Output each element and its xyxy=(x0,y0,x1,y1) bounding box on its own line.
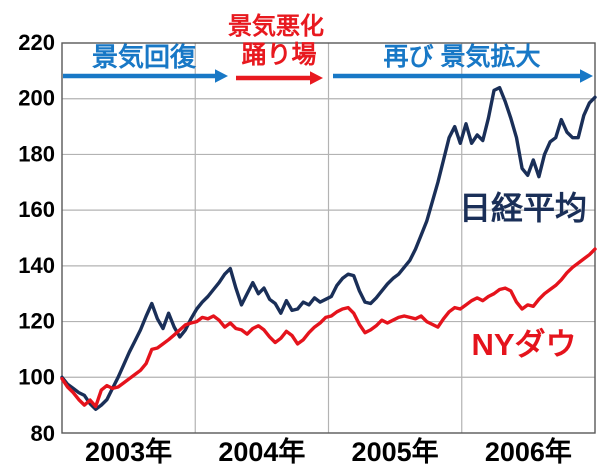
y-tick-160: 160 xyxy=(18,197,55,222)
phase-annotations: 景気回復 景気悪化 踊り場 再び 景気拡大 xyxy=(92,12,540,72)
y-tick-140: 140 xyxy=(18,253,55,278)
series-inline-labels: 日経平均 NYダウ xyxy=(459,190,587,362)
annotation-odoriba: 踊り場 xyxy=(241,41,316,69)
phase-arrow-head-1 xyxy=(310,71,323,85)
phase-arrow-head-0 xyxy=(215,69,228,83)
annotation-keiki-akka: 景気悪化 xyxy=(228,12,324,40)
x-label-2005: 2005年 xyxy=(352,436,439,467)
nydow-series-label: NYダウ xyxy=(471,327,576,362)
x-label-2004: 2004年 xyxy=(218,436,305,467)
y-tick-100: 100 xyxy=(18,364,55,389)
plot-border xyxy=(61,42,596,434)
x-label-2006: 2006年 xyxy=(485,436,572,467)
y-axis-tick-labels: 220 200 180 160 140 120 100 80 xyxy=(18,30,55,446)
phase-arrows-layer xyxy=(63,69,593,85)
series-lines-layer xyxy=(60,85,597,411)
nikkei-series-label: 日経平均 xyxy=(459,190,587,226)
y-tick-220: 220 xyxy=(18,30,55,55)
x-label-2003: 2003年 xyxy=(85,436,172,467)
y-tick-200: 200 xyxy=(18,86,55,111)
y-tick-180: 180 xyxy=(18,141,55,166)
y-tick-120: 120 xyxy=(18,309,55,334)
phase-arrow-head-2 xyxy=(580,69,593,83)
nikkei-line xyxy=(60,85,597,411)
grid-layer xyxy=(61,42,596,434)
annotation-futatabi-keiki-kakudai: 再び 景気拡大 xyxy=(384,42,541,71)
nydow-line xyxy=(60,247,597,409)
annotation-keiki-kaifuku: 景気回復 xyxy=(92,42,197,72)
y-tick-80: 80 xyxy=(31,421,55,446)
x-axis-labels: 2003年 2004年 2005年 2006年 xyxy=(85,436,572,467)
